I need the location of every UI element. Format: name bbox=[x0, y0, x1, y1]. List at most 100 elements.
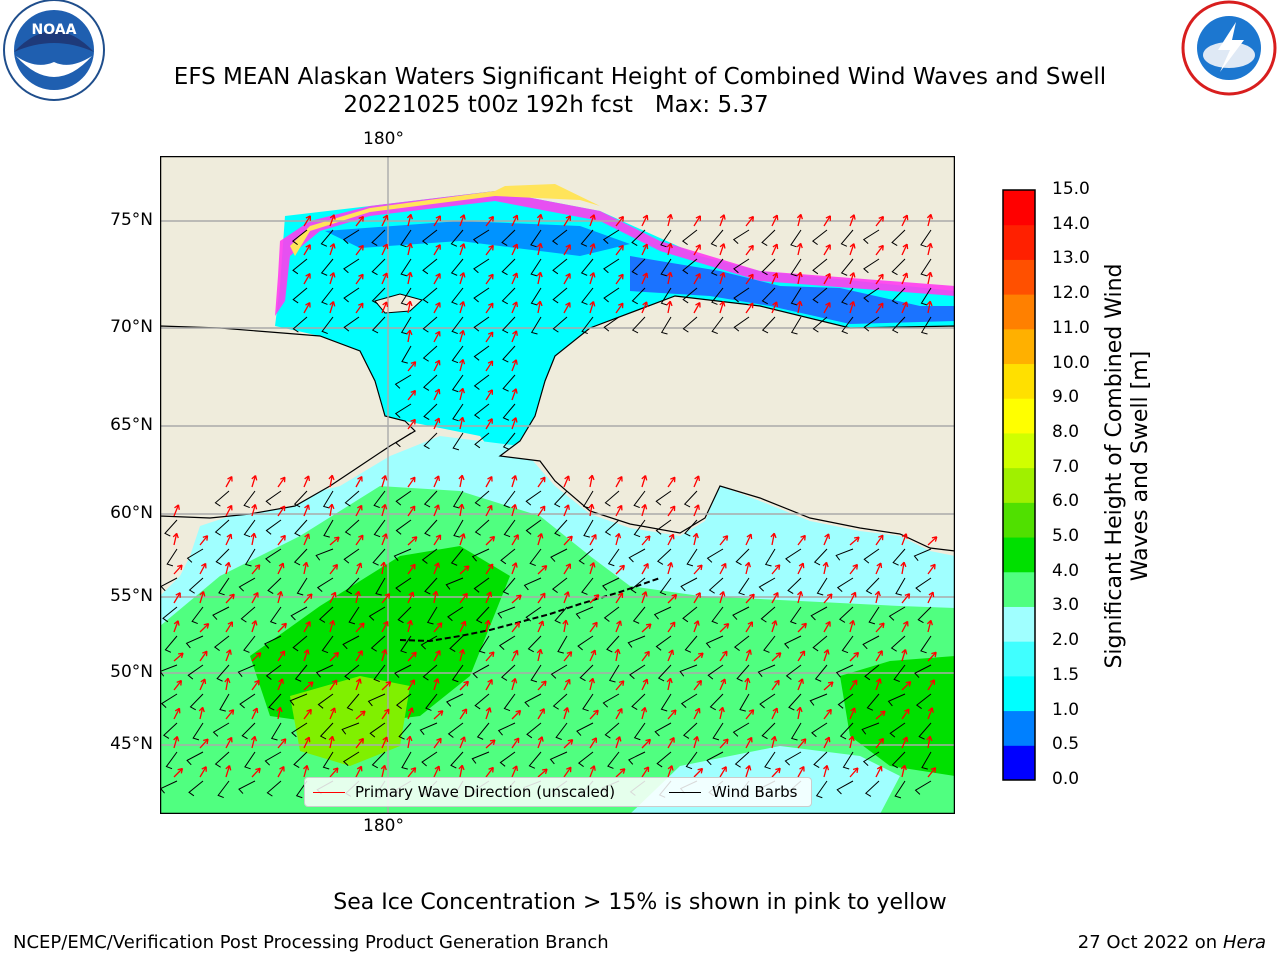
wave-direction-arrow bbox=[693, 592, 701, 604]
wave-direction-arrow bbox=[901, 649, 907, 662]
wave-direction-arrow bbox=[537, 505, 546, 517]
wind-barb bbox=[213, 635, 230, 652]
wind-barb bbox=[264, 635, 282, 649]
wave-direction-arrowhead bbox=[333, 651, 340, 658]
wave-direction-arrowhead bbox=[593, 594, 600, 600]
wind-barb bbox=[784, 635, 802, 649]
colorbar-segment bbox=[1003, 745, 1035, 781]
wave-direction-arrow bbox=[771, 620, 777, 633]
wave-direction-arrow bbox=[433, 475, 440, 488]
wave-direction-arrow bbox=[355, 476, 363, 488]
wave-direction-arrow bbox=[277, 562, 284, 575]
wind-barb bbox=[603, 287, 620, 303]
wind-barb bbox=[583, 519, 594, 538]
colorbar-segment bbox=[1003, 710, 1035, 746]
wind-barb bbox=[422, 664, 438, 681]
wave-direction-arrow bbox=[407, 505, 416, 517]
wave-direction-arrow bbox=[459, 533, 465, 546]
wave-direction-arrow bbox=[199, 650, 208, 662]
wind-barb bbox=[739, 693, 750, 712]
colorbar-segment bbox=[1003, 537, 1035, 573]
wave-direction-arrow bbox=[459, 272, 465, 285]
wave-direction-arrowhead bbox=[592, 621, 598, 628]
wind-barb bbox=[290, 606, 308, 621]
wave-direction-arrow bbox=[615, 680, 625, 691]
wave-direction-arrowhead bbox=[926, 271, 933, 278]
wave-direction-arrowhead bbox=[618, 215, 625, 222]
wind-barb bbox=[446, 693, 464, 707]
wave-direction-arrowhead bbox=[695, 273, 701, 279]
wave-direction-arrow bbox=[719, 563, 727, 575]
wind-barb bbox=[581, 316, 594, 335]
wave-direction-arrowhead bbox=[745, 649, 752, 655]
wave-direction-arrow bbox=[563, 273, 571, 285]
wave-direction-arrow bbox=[875, 273, 884, 285]
wave-direction-arrow bbox=[251, 620, 257, 633]
wave-direction-arrowhead bbox=[512, 272, 519, 279]
colorbar-segment bbox=[1003, 328, 1035, 365]
wind-barb bbox=[915, 577, 932, 593]
wave-direction-arrowhead bbox=[666, 213, 673, 220]
wave-direction-arrowhead bbox=[719, 591, 726, 597]
wind-barb bbox=[450, 751, 464, 769]
wave-direction-arrowhead bbox=[226, 533, 233, 540]
wave-direction-arrow bbox=[875, 650, 883, 662]
wave-direction-arrowhead bbox=[905, 681, 912, 687]
wind-barb bbox=[813, 751, 828, 768]
wave-direction-arrowhead bbox=[698, 652, 704, 659]
wind-barb bbox=[423, 432, 438, 450]
wave-direction-arrow bbox=[641, 301, 648, 314]
wave-direction-arrow bbox=[329, 736, 334, 749]
wave-direction-arrow bbox=[173, 533, 178, 546]
wave-direction-arrowhead bbox=[615, 736, 622, 742]
wave-direction-arrow bbox=[745, 562, 750, 575]
wind-barb bbox=[732, 606, 750, 620]
wind-barb bbox=[500, 548, 516, 565]
wave-direction-arrowhead bbox=[748, 302, 754, 309]
wave-direction-arrowhead bbox=[876, 765, 883, 772]
wave-direction-arrowhead bbox=[177, 767, 184, 774]
wave-direction-arrowhead bbox=[201, 766, 207, 772]
wave-direction-arrowhead bbox=[825, 621, 831, 627]
wave-direction-arrow bbox=[199, 766, 207, 778]
wave-direction-arrowhead bbox=[902, 272, 909, 279]
wind-barb bbox=[655, 519, 672, 535]
wave-direction-arrowhead bbox=[461, 708, 468, 714]
wind-barb bbox=[348, 606, 360, 625]
wave-direction-arrow bbox=[173, 708, 181, 720]
wave-direction-arrow bbox=[459, 708, 468, 720]
wave-direction-arrow bbox=[589, 709, 599, 720]
wind-barb bbox=[265, 548, 282, 564]
wave-direction-arrowhead bbox=[356, 562, 363, 569]
wave-direction-arrowhead bbox=[748, 709, 755, 715]
wave-direction-arrowhead bbox=[410, 361, 417, 367]
wind-barb bbox=[552, 258, 568, 275]
wave-direction-arrow bbox=[641, 272, 648, 285]
wave-direction-arrow bbox=[563, 651, 573, 662]
wave-direction-arrowhead bbox=[930, 563, 936, 570]
wave-direction-arrowhead bbox=[459, 214, 466, 220]
wave-direction-arrow bbox=[381, 301, 388, 314]
wave-direction-arrow bbox=[823, 593, 833, 604]
arctic-sea bbox=[275, 191, 955, 456]
wave-direction-arrowhead bbox=[536, 242, 543, 249]
wave-direction-arrowhead bbox=[434, 417, 441, 424]
wave-direction-arrow bbox=[771, 564, 781, 575]
wave-direction-arrow bbox=[589, 621, 598, 633]
wave-direction-arrow bbox=[433, 388, 440, 401]
wave-direction-arrow bbox=[511, 214, 518, 227]
wave-direction-arrowhead bbox=[358, 302, 364, 309]
wave-direction-arrowhead bbox=[849, 619, 856, 626]
wind-barb bbox=[375, 577, 386, 596]
wind-barb bbox=[422, 345, 438, 362]
wave-direction-arrowhead bbox=[406, 271, 413, 278]
wave-direction-arrow bbox=[615, 505, 623, 517]
wind-barb bbox=[686, 548, 698, 567]
wind-barb bbox=[758, 577, 776, 592]
wind-barb bbox=[682, 258, 698, 275]
wind-barb bbox=[550, 664, 568, 679]
wave-direction-arrowhead bbox=[406, 300, 413, 307]
wave-direction-arrowhead bbox=[799, 765, 805, 772]
wave-direction-arrowhead bbox=[513, 737, 520, 744]
wave-direction-arrow bbox=[589, 534, 597, 546]
